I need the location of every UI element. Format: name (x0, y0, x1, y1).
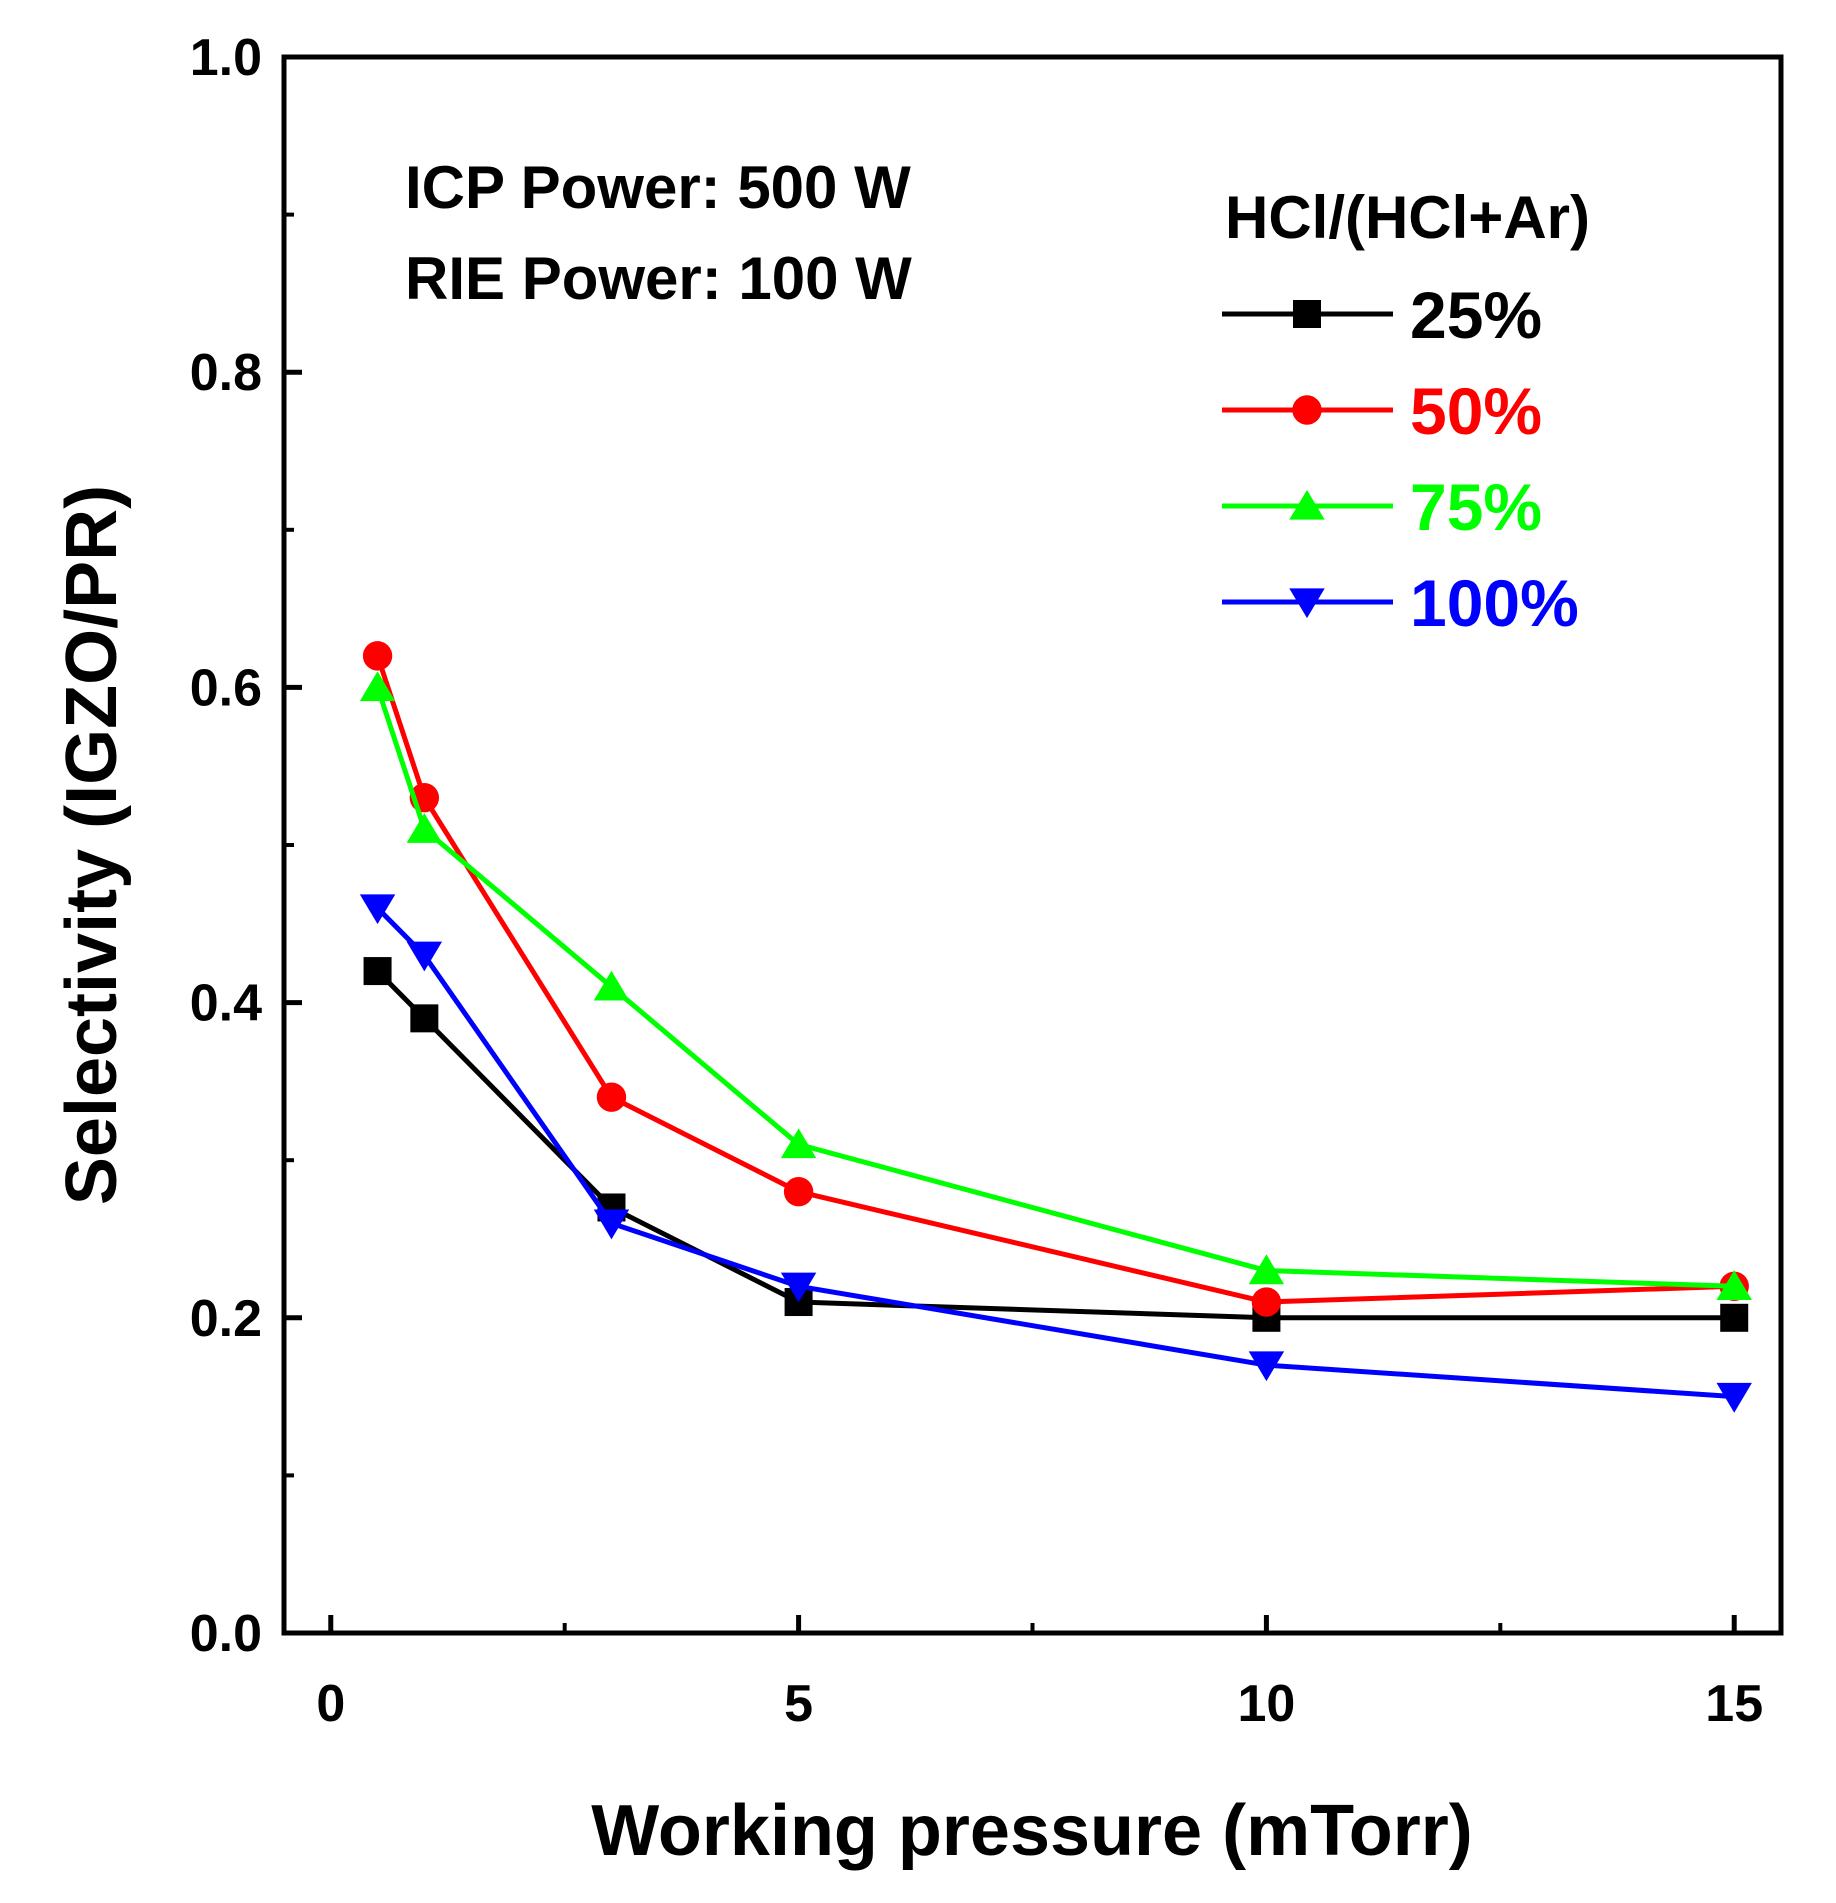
data-point-75-pct (780, 1128, 817, 1159)
x-tick-label: 15 (1705, 1675, 1763, 1733)
legend-label: 100% (1410, 566, 1579, 640)
legend-marker (1292, 395, 1322, 425)
data-point-50-pct (783, 1177, 814, 1207)
series-line-75-pct (375, 686, 1735, 1289)
data-point-25-pct (1720, 1303, 1749, 1332)
legend-marker (1289, 588, 1325, 619)
x-tick-label: 10 (1237, 1675, 1295, 1733)
legend-label: 75% (1410, 470, 1542, 544)
x-tick-label: 5 (784, 1675, 813, 1733)
legend-entry-50-pct: 50% (1222, 374, 1542, 448)
data-point-50-pct (596, 1082, 627, 1112)
series-line-50-pct (375, 655, 1735, 1305)
data-point-100-pct (1716, 1382, 1752, 1413)
legend-title: HCl/(HCl+Ar) (1225, 184, 1590, 251)
legend-entry-25-pct: 25% (1222, 278, 1542, 352)
y-tick-label: 0.8 (190, 344, 262, 402)
series-100-pct (359, 894, 1752, 1413)
data-point-50-pct (1251, 1287, 1282, 1317)
data-point-50-pct (362, 641, 393, 671)
data-point-25-pct (410, 1004, 439, 1033)
data-point-75-pct (1716, 1270, 1752, 1300)
legend-entry-75-pct: 75% (1222, 470, 1542, 544)
x-tick-label: 0 (316, 1675, 345, 1733)
data-point-100-pct (780, 1272, 817, 1303)
data-point-75-pct (406, 813, 443, 843)
y-tick-label: 0.2 (190, 1290, 262, 1348)
data-point-100-pct (406, 941, 443, 972)
y-tick-label: 0.4 (190, 975, 262, 1033)
y-tick-label: 1.0 (190, 29, 262, 87)
legend-entry-100-pct: 100% (1222, 566, 1579, 640)
legend-marker (1293, 300, 1321, 328)
annotation-icp-power: ICP Power: 500 W (405, 154, 911, 221)
data-point-25-pct (363, 957, 392, 986)
data-point-100-pct (1248, 1351, 1285, 1382)
data-point-75-pct (359, 671, 396, 702)
data-point-75-pct (593, 970, 630, 1001)
ticks-layer: 0 5 10 15 0.0 0.2 0.4 0.6 0.8 1.0 (190, 29, 1763, 1733)
legend-label: 50% (1410, 374, 1542, 448)
series-layer (359, 641, 1752, 1413)
annotation-rie-power: RIE Power: 100 W (405, 245, 912, 312)
y-tick-label: 0.6 (190, 659, 262, 717)
legend-label: 25% (1410, 278, 1542, 352)
legend: HCl/(HCl+Ar) 25% 50% 75% 100% (1222, 184, 1590, 640)
legend-marker (1289, 489, 1325, 520)
data-point-75-pct (1248, 1254, 1285, 1285)
y-tick-label: 0.0 (190, 1605, 262, 1663)
y-axis-title: Selectivity (IGZO/PR) (52, 485, 132, 1205)
data-point-100-pct (593, 1209, 630, 1240)
x-axis-title: Working pressure (mTorr) (591, 1791, 1472, 1871)
data-point-100-pct (359, 894, 396, 925)
series-75-pct (359, 671, 1752, 1300)
